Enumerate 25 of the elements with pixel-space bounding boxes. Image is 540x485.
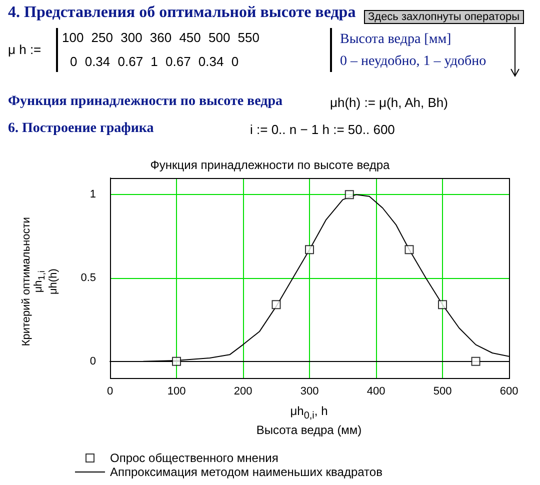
text: i := 0.. n − 1 h := 50.. 600: [250, 122, 395, 137]
text: μ h :=: [8, 42, 42, 57]
x-axis-title: μh$_{0,i}$, h Высота ведра (мм): [255, 404, 363, 438]
legend-label: Опрос общественного мнения: [110, 451, 278, 465]
x-tick-label: 600: [500, 386, 518, 398]
x-tick-label: 100: [167, 386, 186, 398]
legend-label: Аппроксимация методом наименьших квадратов: [110, 465, 382, 479]
x-tick-label: 0: [106, 386, 114, 398]
y-tick-label: 0: [90, 355, 96, 368]
text: 100 250 300 360 450 500 550: [62, 30, 260, 45]
text: Функция принадлежности по высоте ведра: [8, 94, 283, 110]
x-tick-label: 300: [300, 386, 319, 398]
text: 6. Построение графика: [8, 121, 154, 137]
y-tick-label: 0.5: [80, 272, 96, 284]
chart-title: Функция принадлежности по высоте ведра: [150, 158, 390, 172]
y-tick-label: 1: [90, 188, 96, 201]
text: 4. Представления об оптимальной высоте ведра: [8, 4, 356, 22]
text: 0 0.34 0.67 1 0.67 0.34 0: [70, 54, 239, 69]
x-tick-label: 500: [433, 386, 452, 398]
x-tick-label: 200: [234, 386, 252, 398]
text: Здесь захлопнуты операторы: [364, 10, 524, 24]
text: 0 – неудобно, 1 – удобно: [340, 54, 486, 70]
text: μh(h) := μ(h, Ah, Bh): [330, 95, 448, 110]
text: Высота ведра [мм]: [340, 32, 452, 48]
x-tick-label: 400: [366, 386, 386, 398]
